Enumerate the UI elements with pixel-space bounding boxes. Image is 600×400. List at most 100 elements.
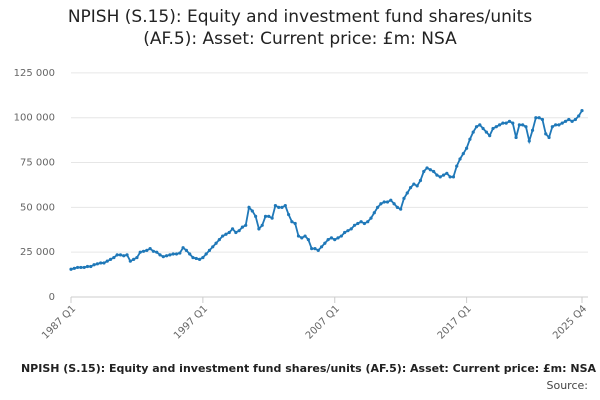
point [75,265,80,270]
point [415,184,419,188]
point [72,266,76,270]
point [521,123,525,127]
point [366,220,370,224]
point [184,248,188,252]
point [326,238,330,242]
point [435,173,439,177]
point [168,253,172,257]
y-tick-label: 125 000 [14,68,55,79]
point [438,175,442,179]
point [412,182,416,186]
point [379,202,383,206]
point [471,130,475,134]
point [240,225,245,229]
point [230,227,235,231]
point [323,241,327,245]
point [108,257,113,261]
point [362,221,367,226]
point [445,171,449,175]
point [577,114,581,118]
point [570,119,574,123]
point [118,253,123,257]
point [280,205,284,209]
point [267,214,271,218]
point [122,254,126,258]
point [385,200,390,204]
point [382,200,386,204]
point [204,252,208,256]
point [465,146,469,150]
point [135,255,139,260]
point [125,253,129,257]
x-tick-label: 2007 Q1 [304,303,342,341]
point [254,214,258,218]
point [277,205,281,209]
legend-label: NPISH (S.15): Equity and investment fund… [21,362,597,375]
point [141,249,146,253]
point [349,227,353,231]
point [534,116,538,120]
point [422,169,426,174]
point [99,261,103,265]
point [468,137,472,141]
point [161,255,165,259]
point [237,229,241,233]
point [181,246,185,250]
point [451,175,456,179]
y-tick-label: 75 000 [20,158,55,169]
point [293,221,297,226]
point [283,203,287,208]
point [481,126,485,131]
point [234,230,238,235]
point [376,205,380,209]
point [517,123,521,127]
point [418,178,423,183]
point [346,229,350,233]
point [207,248,212,252]
point [155,250,159,254]
point [303,234,307,238]
point [191,255,195,260]
point [85,264,90,269]
point [494,125,498,129]
point [188,252,192,256]
point [448,175,452,179]
point [306,238,310,242]
point [244,223,248,227]
point [395,205,399,209]
point [270,216,274,220]
point [313,247,317,251]
point [250,209,254,213]
point [540,117,545,122]
point [132,257,136,261]
point [69,267,73,271]
point [336,236,340,240]
point [211,245,215,249]
point [201,255,205,260]
point [563,119,568,123]
point [514,135,518,140]
point [82,265,86,270]
x-tick-label: 1997 Q1 [172,303,210,341]
point [138,250,142,254]
point [405,191,409,195]
point [530,128,535,132]
point [484,130,488,134]
point [560,121,564,125]
point [260,223,264,227]
point [174,252,179,256]
point [547,135,551,140]
point [369,216,373,220]
point [455,164,459,168]
x-tick-label: 2025 Q4 [551,303,589,341]
source: Source: [547,379,589,392]
point [333,238,337,242]
x-tick-label: 2017 Q1 [436,303,474,341]
point [89,264,93,269]
point [392,202,396,206]
point [316,248,320,252]
point [95,262,99,266]
point [247,205,251,209]
